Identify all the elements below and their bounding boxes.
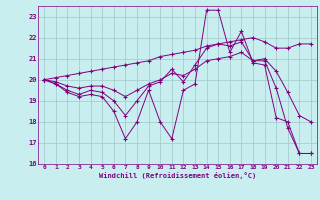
X-axis label: Windchill (Refroidissement éolien,°C): Windchill (Refroidissement éolien,°C) bbox=[99, 172, 256, 179]
